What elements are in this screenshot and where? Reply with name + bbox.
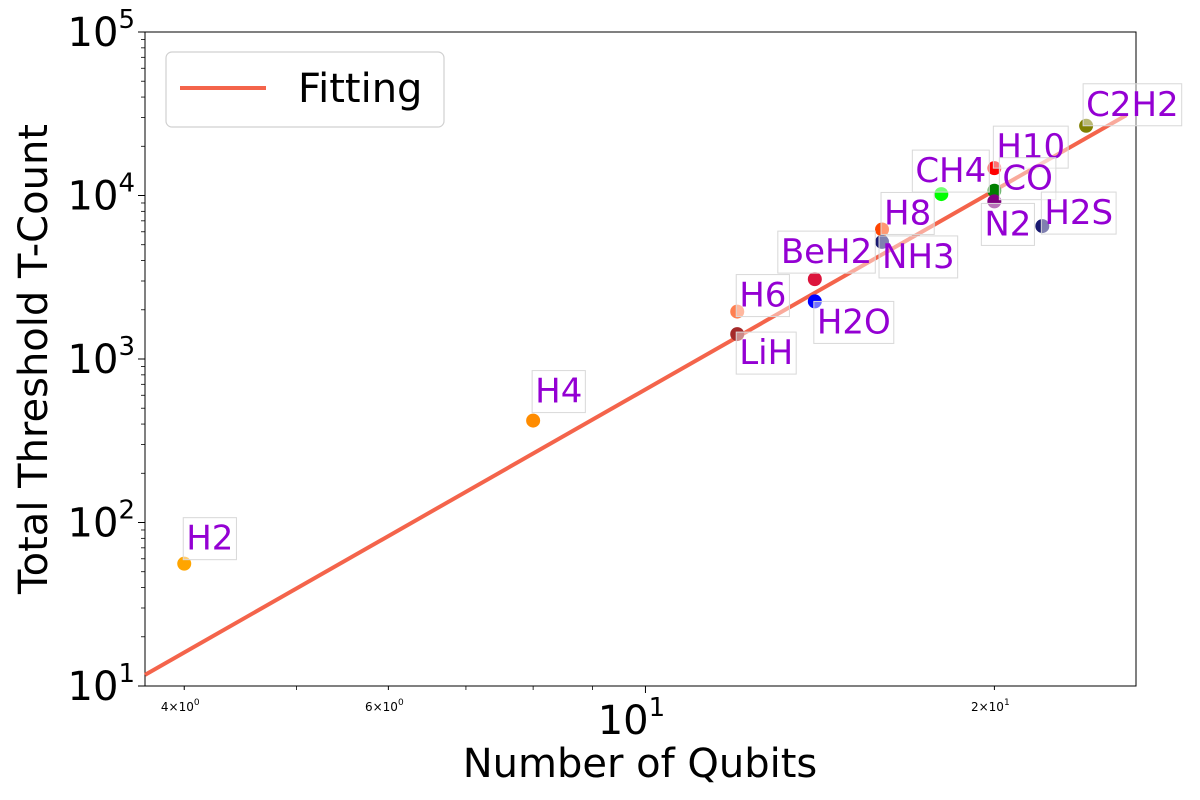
point-label-box xyxy=(182,517,237,561)
point-label-box xyxy=(531,370,586,414)
point-label-nh3: NH3 xyxy=(882,237,955,277)
point-ch4 xyxy=(934,187,949,202)
x-tick-label: 4×100 xyxy=(161,698,200,714)
point-label-h6: H6 xyxy=(739,276,786,316)
y-axis-label: Total Threshold T-Count xyxy=(11,124,57,595)
point-label-box xyxy=(1040,191,1117,235)
point-label-h2s: H2S xyxy=(1044,193,1113,233)
point-label-box xyxy=(1082,83,1183,127)
legend-box xyxy=(165,51,445,128)
fit-line xyxy=(144,113,1128,677)
point-beh2 xyxy=(807,272,822,287)
point-label-box xyxy=(735,274,790,318)
fit-layer xyxy=(144,113,1128,677)
plot-frame xyxy=(144,31,1137,687)
point-n2 xyxy=(987,194,1002,209)
point-label-lih: LiH xyxy=(739,333,793,373)
point-label-box xyxy=(911,149,990,193)
x-axis-label: Number of Qubits xyxy=(463,741,818,787)
point-co xyxy=(987,183,1002,198)
x-tick-label: 2×101 xyxy=(971,698,1010,714)
plot-area: 101 102 103 104 105 4×100 6×100 101 2×101 H2 H4 H6… xyxy=(68,5,1183,744)
point-label-box xyxy=(735,331,797,375)
y-tick-label: 102 xyxy=(68,496,135,547)
point-label-box xyxy=(880,191,935,235)
point-label-beh2: BeH2 xyxy=(781,232,872,272)
point-label-h8: H8 xyxy=(884,193,931,233)
point-label-n2: N2 xyxy=(984,204,1031,244)
y-tick-label: 101 xyxy=(68,659,135,710)
point-label-h2o: H2O xyxy=(817,302,891,342)
y-tick-label: 105 xyxy=(68,5,135,56)
point-h4 xyxy=(526,413,541,428)
point-h6 xyxy=(730,304,745,319)
point-label-box xyxy=(998,157,1057,201)
legend-label-fitting: Fitting xyxy=(298,66,422,112)
major-ticks: 101 102 103 104 105 4×100 6×100 101 2×101 xyxy=(68,5,1010,744)
point-label-box xyxy=(878,235,959,279)
point-h2s xyxy=(1035,219,1050,234)
x-tick-label: 101 xyxy=(598,693,665,744)
point-label-c2h2: C2H2 xyxy=(1086,85,1179,125)
legend: Fitting xyxy=(165,51,445,128)
point-label-h2: H2 xyxy=(186,519,233,559)
point-label-h10: H10 xyxy=(996,127,1065,167)
point-label-box xyxy=(980,202,1035,246)
point-label-box xyxy=(777,230,876,274)
point-label-box xyxy=(813,300,895,344)
point-h8 xyxy=(875,222,890,237)
point-label-h4: H4 xyxy=(535,372,582,412)
x-tick-label: 6×100 xyxy=(365,698,404,714)
y-tick-label: 103 xyxy=(68,332,135,383)
point-lih xyxy=(730,327,745,342)
point-label-ch4: CH4 xyxy=(915,151,986,191)
y-tick-label: 104 xyxy=(68,169,135,220)
